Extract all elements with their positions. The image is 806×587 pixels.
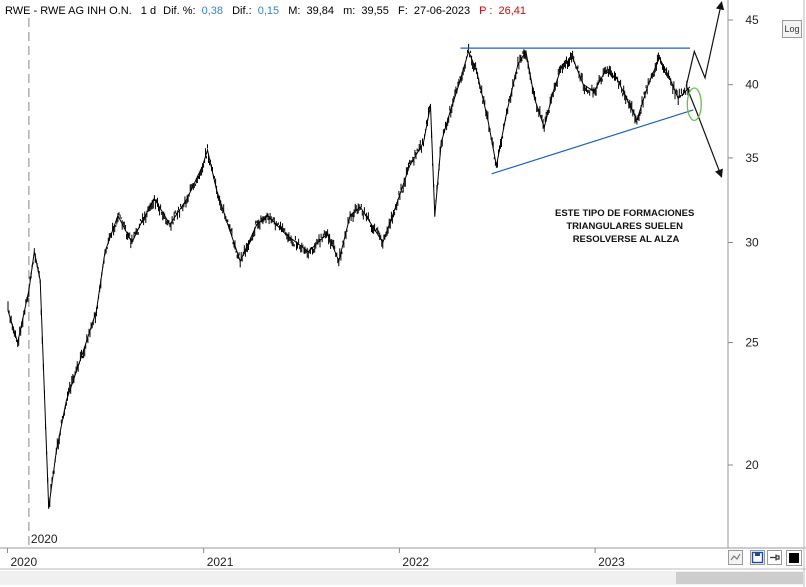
dif-label: Dif.: (232, 5, 252, 17)
min-label: m: (343, 5, 355, 17)
y-tick-label: 30 (745, 236, 759, 250)
price-layer (7, 43, 691, 509)
pin-icon[interactable] (767, 550, 782, 565)
dif-pct-label: Dif. %: (163, 5, 195, 17)
period-marker-label: 2020 (31, 532, 58, 546)
p-label: P : (479, 5, 492, 17)
x-tick-label: 2022 (402, 555, 429, 569)
min-value: 39,55 (361, 5, 389, 17)
horizontal-scrollbar[interactable] (0, 571, 803, 585)
x-tick-label: 2023 (598, 555, 625, 569)
x-axis: 2020 2021 2022 2023 (6, 548, 625, 569)
max-label: M: (288, 5, 300, 17)
chart-header: RWE - RWE AG INH O.N. 1 d Dif. %: 0,38 D… (5, 5, 526, 17)
breakout-up-arrow (685, 1, 725, 87)
y-tick-label: 45 (745, 13, 759, 27)
y-tick-label: 40 (745, 78, 759, 92)
support-trendline (491, 109, 694, 175)
max-value: 39,84 (307, 5, 335, 17)
x-tick-label: 2020 (10, 555, 37, 569)
dif-pct-value: 0,38 (202, 5, 223, 17)
period-label: 1 d (141, 5, 156, 17)
y-tick-label: 35 (745, 151, 759, 165)
annotation-note: ESTE TIPO DE FORMACIONES TRIANGULARES SU… (555, 208, 697, 245)
highlight-ellipse (686, 87, 702, 122)
annotation-note-line-2: TRIANGULARES SUELEN (566, 221, 683, 232)
y-tick-label: 20 (745, 458, 759, 472)
symbol-label: RWE - RWE AG INH O.N. (5, 5, 132, 17)
annotation-note-line-3: RESOLVERSE AL ALZA (573, 234, 680, 245)
annotation-note-line-1: ESTE TIPO DE FORMACIONES (555, 208, 694, 219)
date-label: F: (398, 5, 408, 17)
save-icon[interactable] (750, 550, 765, 565)
dif-value: 0,15 (258, 5, 279, 17)
log-scale-button[interactable]: Log (782, 20, 802, 38)
scrollbar-thumb[interactable] (676, 572, 803, 584)
color-square-icon[interactable] (786, 550, 802, 566)
y-axis: 20 25 30 35 40 45 (728, 13, 759, 472)
x-tick-label: 2021 (207, 555, 234, 569)
breakdown-down-arrow (685, 85, 723, 178)
price-series-line (7, 49, 691, 508)
y-tick-label: 25 (745, 336, 759, 350)
date-value: 27-06-2023 (414, 5, 470, 17)
p-value: 26,41 (499, 5, 527, 17)
zoom-icon[interactable] (728, 550, 743, 565)
annotation-layer (460, 1, 725, 178)
